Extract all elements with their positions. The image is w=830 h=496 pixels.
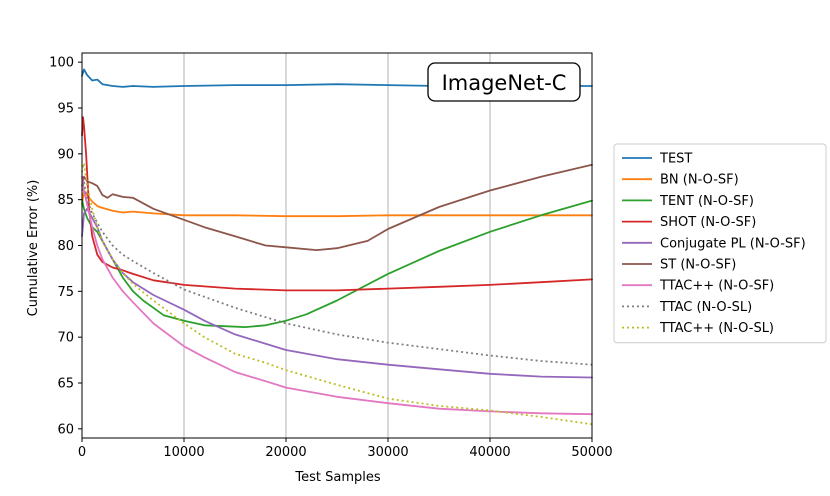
series-line bbox=[81, 162, 593, 426]
y-axis-ticks: 60 65 70 75 80 85 90 95 100 bbox=[49, 56, 82, 437]
x-tick-label: 40000 bbox=[469, 445, 510, 460]
series-line bbox=[81, 207, 593, 379]
legend-entry: Conjugate PL (N-O-SF) bbox=[660, 236, 806, 251]
series-line bbox=[81, 116, 593, 292]
legend-entry: TEST bbox=[659, 152, 692, 167]
legend-box bbox=[613, 143, 827, 344]
plot-frame bbox=[81, 52, 593, 439]
x-tick-label: 50000 bbox=[571, 445, 612, 460]
x-tick-label: 20000 bbox=[265, 445, 306, 460]
y-tick-label: 95 bbox=[57, 102, 74, 117]
series-lines bbox=[81, 68, 593, 426]
x-axis-ticks: 0 10000 20000 30000 40000 50000 bbox=[78, 438, 613, 460]
y-tick-label: 80 bbox=[57, 239, 74, 254]
series-line bbox=[81, 189, 593, 218]
legend-entry: SHOT (N-O-SF) bbox=[660, 215, 756, 230]
series-line bbox=[81, 175, 593, 416]
y-tick-label: 100 bbox=[49, 56, 74, 71]
legend-entry: ST (N-O-SF) bbox=[660, 258, 736, 273]
y-tick-label: 60 bbox=[57, 422, 74, 437]
legend-entry: TTAC (N-O-SL) bbox=[659, 300, 752, 315]
legend-entry: TTAC++ (N-O-SL) bbox=[659, 321, 774, 336]
legend-entry: TENT (N-O-SF) bbox=[659, 194, 754, 209]
y-tick-label: 90 bbox=[57, 147, 74, 162]
x-tick-label: 10000 bbox=[163, 445, 204, 460]
x-tick-label: 0 bbox=[78, 445, 86, 460]
legend-entry: TTAC++ (N-O-SF) bbox=[659, 279, 774, 294]
x-axis-label: Test Samples bbox=[294, 470, 380, 485]
y-tick-label: 85 bbox=[57, 193, 74, 208]
annotation-text: ImageNet-C bbox=[442, 71, 567, 95]
y-tick-label: 75 bbox=[57, 285, 74, 300]
annotation-box: ImageNet-C bbox=[427, 62, 581, 102]
y-axis-label: Cumulative Error (%) bbox=[26, 180, 41, 317]
legend-entry: BN (N-O-SF) bbox=[660, 173, 739, 188]
y-tick-label: 65 bbox=[57, 377, 74, 392]
series-line bbox=[81, 198, 593, 329]
x-tick-label: 30000 bbox=[367, 445, 408, 460]
legend: TEST BN (N-O-SF) TENT (N-O-SF) SHOT (N-O-SF… bbox=[613, 143, 827, 344]
grid-lines bbox=[183, 53, 491, 438]
series-line bbox=[81, 180, 593, 366]
series-line bbox=[81, 163, 593, 252]
y-tick-label: 70 bbox=[57, 331, 74, 346]
